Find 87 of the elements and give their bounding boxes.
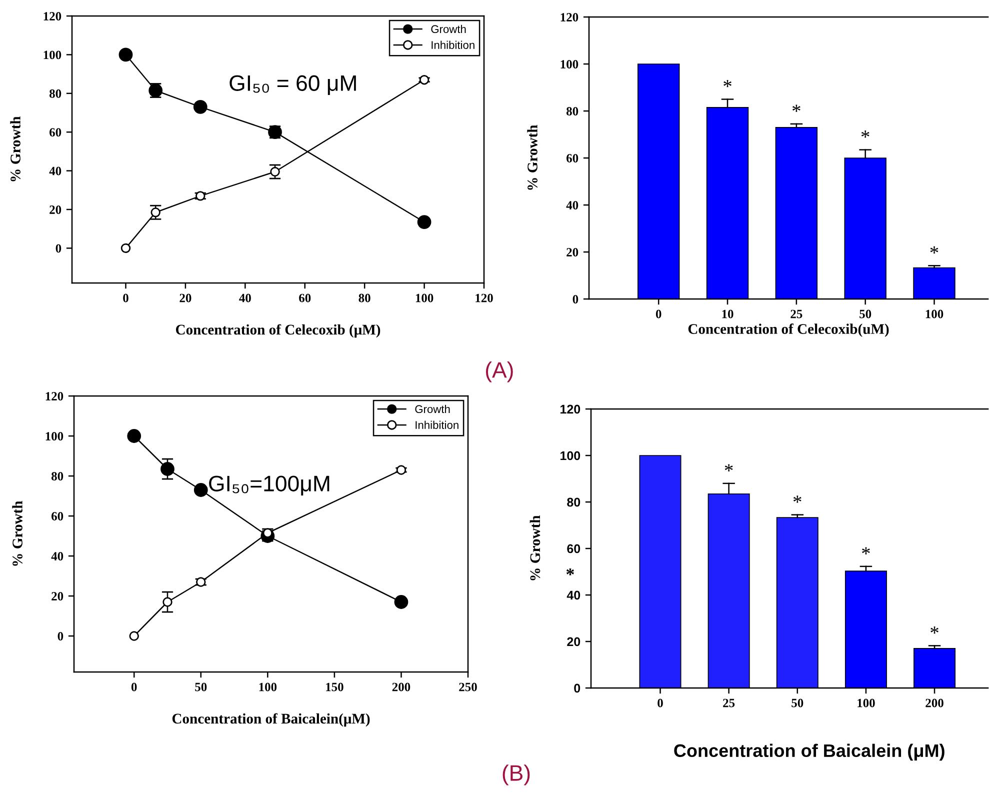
annotation: * (862, 547, 870, 554)
x-tick-label: 40 (239, 294, 251, 302)
y-tick-label: 0 (56, 244, 62, 253)
y-tick-label: 20 (567, 637, 580, 646)
y-tick-label: 40 (566, 201, 578, 210)
y-tick-label: 20 (52, 592, 64, 600)
x-axis-title: Concentration of Celecoxib (μM) (176, 324, 380, 338)
y-axis-title: % Growth (530, 515, 540, 580)
annotation: * (930, 246, 938, 254)
x-tick-label: 80 (358, 294, 370, 302)
point (129, 631, 139, 641)
point (417, 215, 432, 229)
x-tick-label: 200 (392, 682, 410, 692)
annotation: GI₅₀ = 60 μM (230, 75, 356, 96)
annotation: * (861, 130, 870, 138)
y-tick-label: 40 (566, 590, 580, 600)
x-tick-label: 100 (858, 698, 875, 708)
x-tick-label: 100 (259, 682, 277, 692)
annotation: * (930, 626, 938, 634)
x-tick-label: 50 (792, 698, 804, 708)
y-tick-label: 60 (50, 128, 62, 137)
x-axis-title: Concentration of Celecoxib(uM) (688, 324, 889, 337)
point (419, 74, 430, 85)
y-tick-label: 100 (560, 451, 580, 460)
y-tick-label: 100 (560, 60, 578, 68)
x-tick-label: 0 (131, 682, 137, 692)
point (160, 462, 174, 476)
y-tick-label: 100 (46, 432, 64, 440)
y-tick-label: 120 (44, 12, 62, 20)
y-tick-label: 60 (567, 544, 580, 554)
y-tick-label: 20 (566, 248, 578, 256)
point (194, 483, 208, 497)
y-tick-label: 80 (52, 472, 64, 480)
text: * (566, 568, 574, 576)
x-tick-label: 50 (195, 682, 207, 692)
annotation: GI₅₀=100μM (209, 476, 330, 496)
legend-label: Growth (415, 404, 450, 414)
x-tick-label: 250 (459, 682, 477, 692)
point (270, 166, 280, 177)
y-tick-label: 80 (566, 107, 578, 116)
x-tick-label: 0 (658, 698, 663, 708)
point (394, 595, 408, 609)
x-tick-label: 150 (326, 682, 344, 692)
y-axis-title: % Growth (12, 500, 22, 566)
point (162, 597, 172, 607)
y-tick-label: 20 (50, 206, 62, 214)
x-tick-label: 25 (723, 698, 735, 708)
x-tick-label: 100 (926, 310, 944, 318)
x-tick-label: 20 (180, 294, 192, 302)
y-tick-label: 120 (560, 404, 580, 414)
y-tick-label: 80 (567, 498, 580, 507)
text: (B) (502, 764, 530, 786)
point (150, 208, 160, 218)
x-tick-label: 50 (860, 310, 872, 318)
legend-label: Inhibition (416, 420, 458, 429)
x-axis-title: Concentration of Baicalein (μM) (674, 744, 944, 761)
x-tick-label: 0 (656, 310, 662, 318)
y-tick-label: 40 (51, 552, 64, 560)
x-axis-title: Concentration of Baicalein(μM) (172, 713, 370, 727)
text: (A) (486, 362, 513, 382)
point (193, 100, 208, 114)
x-tick-label: 60 (299, 294, 311, 302)
point (120, 243, 131, 254)
x-tick-label: 25 (790, 310, 802, 318)
y-tick-label: 40 (49, 166, 62, 176)
legend-label: Inhibition (432, 40, 474, 49)
y-tick-label: 100 (44, 50, 62, 60)
point (127, 429, 142, 443)
x-tick-label: 100 (416, 294, 434, 302)
point (118, 48, 133, 62)
annotation: * (724, 80, 732, 88)
y-tick-label: 0 (58, 632, 64, 640)
x-tick-label: 0 (123, 294, 128, 302)
legend-label: Growth (431, 24, 466, 34)
x-tick-label: 120 (476, 294, 493, 302)
y-tick-label: 60 (52, 512, 64, 520)
annotation: * (724, 464, 733, 472)
annotation: * (792, 104, 800, 112)
y-tick-label: 60 (566, 154, 578, 162)
y-tick-label: 80 (50, 89, 62, 98)
x-tick-label: 10 (722, 310, 734, 318)
x-tick-label: 200 (926, 698, 944, 708)
annotation: * (793, 496, 802, 503)
y-axis-title: % Growth (10, 116, 20, 182)
y-axis-title: % Growth (527, 124, 538, 190)
y-tick-label: 120 (560, 13, 578, 22)
y-tick-label: 120 (46, 392, 64, 400)
